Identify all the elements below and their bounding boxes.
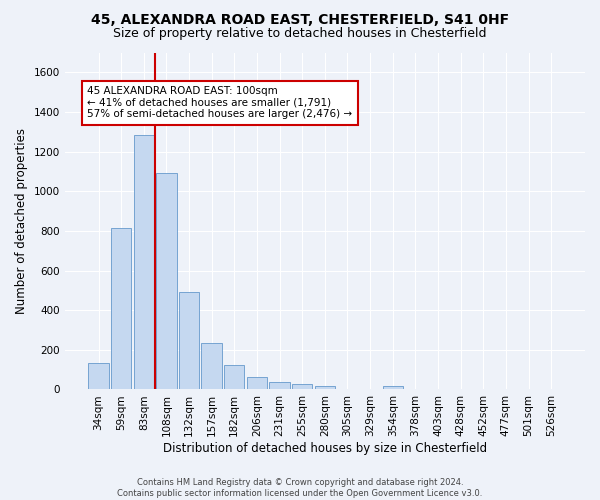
Bar (247, 376, 267, 390)
Text: Size of property relative to detached houses in Chesterfield: Size of property relative to detached ho… (113, 28, 487, 40)
Text: 45, ALEXANDRA ROAD EAST, CHESTERFIELD, S41 0HF: 45, ALEXANDRA ROAD EAST, CHESTERFIELD, S… (91, 12, 509, 26)
Bar (224, 364, 244, 390)
Bar (134, 135, 154, 390)
Bar (179, 292, 199, 390)
Text: Contains HM Land Registry data © Crown copyright and database right 2024.
Contai: Contains HM Land Registry data © Crown c… (118, 478, 482, 498)
Bar (202, 343, 222, 390)
Text: 45 ALEXANDRA ROAD EAST: 100sqm
← 41% of detached houses are smaller (1,791)
57% : 45 ALEXANDRA ROAD EAST: 100sqm ← 41% of … (87, 86, 352, 120)
X-axis label: Distribution of detached houses by size in Chesterfield: Distribution of detached houses by size … (163, 442, 487, 455)
Bar (383, 386, 403, 390)
Y-axis label: Number of detached properties: Number of detached properties (15, 128, 28, 314)
Bar (111, 228, 131, 390)
Bar (314, 386, 335, 390)
Bar (156, 174, 176, 390)
Bar (269, 382, 290, 390)
Bar (292, 384, 313, 390)
Bar (88, 362, 109, 390)
